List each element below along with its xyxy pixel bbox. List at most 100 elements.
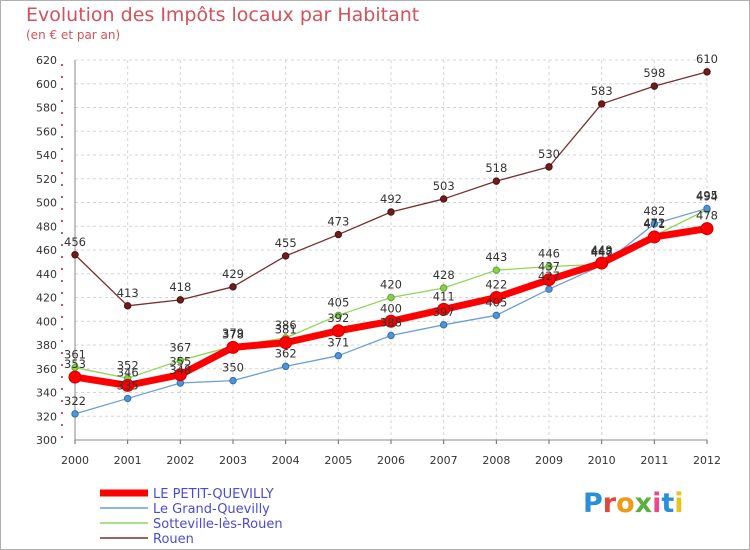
data-label: 429 bbox=[222, 267, 244, 281]
data-label: 378 bbox=[222, 327, 244, 341]
y-tick-label: 560 bbox=[36, 125, 57, 138]
data-point bbox=[387, 331, 395, 340]
series-layer bbox=[68, 68, 714, 418]
data-label: 610 bbox=[696, 52, 718, 66]
data-point bbox=[595, 256, 609, 270]
data-label: 418 bbox=[169, 280, 191, 294]
data-label: 413 bbox=[117, 286, 139, 300]
data-point bbox=[542, 273, 556, 287]
data-label: 422 bbox=[485, 278, 507, 292]
x-tick-label: 2012 bbox=[693, 454, 721, 467]
data-label: 427 bbox=[538, 269, 560, 283]
y-tick-label: 520 bbox=[36, 173, 57, 186]
chart-title: Evolution des Impôts locaux par Habitant bbox=[26, 4, 420, 26]
data-point bbox=[387, 208, 395, 216]
data-label: 492 bbox=[380, 192, 402, 206]
data-point bbox=[492, 311, 501, 320]
y-tick-label: 440 bbox=[36, 268, 57, 281]
data-point bbox=[68, 370, 82, 384]
data-point bbox=[123, 302, 132, 310]
data-label: 437 bbox=[538, 260, 560, 274]
data-label: 472 bbox=[643, 216, 665, 230]
data-point bbox=[121, 378, 135, 392]
data-point bbox=[439, 321, 448, 329]
data-point bbox=[334, 230, 343, 239]
data-point bbox=[384, 314, 398, 328]
data-point bbox=[545, 163, 553, 171]
y-tick-label: 420 bbox=[36, 292, 57, 305]
x-tick-label: 2008 bbox=[482, 454, 510, 467]
legend-label: Rouen bbox=[153, 532, 194, 547]
data-point bbox=[437, 302, 451, 316]
logo-letter: P bbox=[583, 488, 603, 519]
x-tick-label: 2007 bbox=[430, 454, 458, 467]
x-tick-label: 2011 bbox=[640, 454, 668, 467]
data-label: 367 bbox=[169, 340, 191, 354]
data-label: 411 bbox=[433, 289, 455, 303]
y-tick-label: 340 bbox=[36, 387, 57, 400]
data-point bbox=[334, 311, 343, 320]
data-point bbox=[439, 284, 448, 292]
y-tick-label: 500 bbox=[36, 197, 57, 210]
y-tick-label: 360 bbox=[36, 363, 57, 376]
data-label: 405 bbox=[485, 295, 507, 309]
data-label: 405 bbox=[327, 295, 349, 309]
data-label: 346 bbox=[117, 365, 139, 379]
data-label: 420 bbox=[380, 278, 402, 292]
data-point bbox=[71, 251, 79, 259]
y-tick-label: 400 bbox=[36, 315, 57, 328]
data-label: 322 bbox=[64, 394, 86, 408]
data-label: 353 bbox=[64, 357, 86, 371]
logo-letter: x bbox=[634, 488, 653, 519]
data-label: 456 bbox=[64, 235, 86, 249]
data-label: 335 bbox=[117, 378, 139, 392]
data-point bbox=[492, 266, 501, 274]
x-tick-label: 2005 bbox=[324, 454, 352, 467]
data-label: 449 bbox=[591, 243, 613, 257]
data-label: 361 bbox=[64, 348, 86, 362]
legend-label: Le Grand-Quevilly bbox=[153, 502, 270, 517]
data-label: 583 bbox=[591, 84, 613, 98]
y-tick-label: 480 bbox=[36, 220, 57, 233]
data-labels: 456 413 418 429 455 473 492 503 518 530 583 598 610 3… bbox=[64, 52, 718, 408]
data-point bbox=[176, 296, 185, 304]
data-label: 478 bbox=[696, 209, 718, 223]
data-point bbox=[226, 340, 240, 354]
data-label: 482 bbox=[643, 204, 665, 218]
data-point bbox=[229, 376, 237, 385]
data-point bbox=[71, 410, 79, 418]
data-label: 530 bbox=[538, 147, 560, 161]
data-label: 471 bbox=[643, 217, 665, 231]
data-point bbox=[387, 293, 395, 302]
data-point bbox=[489, 291, 503, 304]
data-label: 443 bbox=[485, 250, 507, 264]
data-point bbox=[492, 177, 501, 185]
data-point bbox=[173, 368, 187, 382]
legend-label: LE PETIT-QUEVILLY bbox=[153, 487, 274, 502]
proxiti-logo: Proxiti bbox=[583, 488, 684, 519]
logo-letter: o bbox=[616, 488, 635, 519]
data-point bbox=[647, 230, 661, 244]
data-label: 379 bbox=[222, 326, 244, 340]
data-label: 386 bbox=[275, 318, 297, 332]
x-tick-label: 2001 bbox=[114, 454, 142, 467]
data-point bbox=[545, 262, 553, 271]
data-point bbox=[279, 336, 293, 350]
y-tick-label: 600 bbox=[36, 78, 57, 91]
data-label: 448 bbox=[591, 244, 613, 258]
data-point bbox=[703, 68, 711, 76]
data-label: 495 bbox=[696, 188, 718, 202]
x-tick-label: 2006 bbox=[377, 454, 405, 467]
logo-letter: t bbox=[661, 488, 675, 519]
data-point bbox=[176, 356, 185, 365]
logo-letter: i bbox=[674, 488, 684, 519]
y-tick-label: 540 bbox=[36, 149, 57, 162]
legend-label: Sotteville-lès-Rouen bbox=[153, 517, 283, 532]
x-tick-label: 2009 bbox=[535, 454, 563, 467]
data-label: 503 bbox=[433, 179, 455, 193]
data-point bbox=[331, 324, 345, 338]
y-tick-label: 460 bbox=[36, 244, 57, 257]
data-label: 362 bbox=[275, 346, 297, 360]
data-point bbox=[597, 100, 606, 108]
